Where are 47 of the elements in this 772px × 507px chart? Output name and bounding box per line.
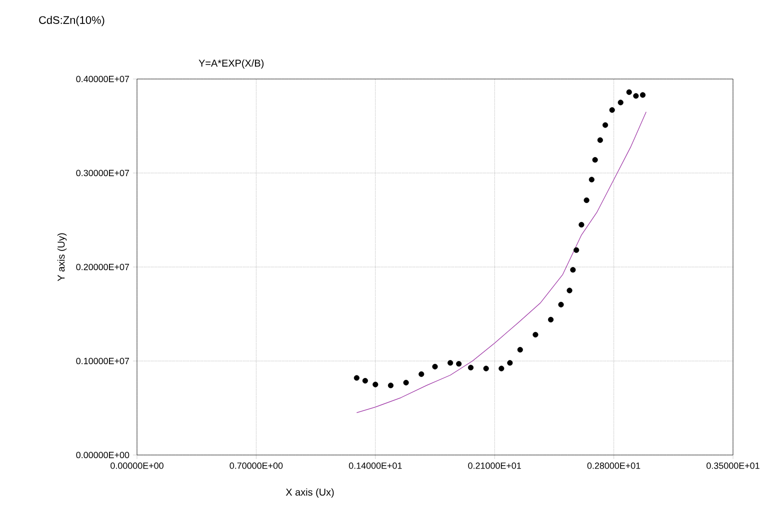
x-tick-label: 0.00000E+00: [110, 462, 164, 469]
point: [517, 346, 523, 353]
point: [588, 176, 594, 182]
point: [468, 364, 474, 370]
point: [448, 360, 454, 366]
point: [602, 122, 608, 128]
point: [633, 93, 639, 99]
point: [566, 288, 572, 294]
y-tick-label: 0.40000E+07: [76, 76, 130, 82]
y-tick-label: 0.00000E+00: [76, 452, 130, 458]
line-series: [356, 112, 646, 413]
x-tick-label: 0.28000E+01: [587, 462, 640, 469]
point: [532, 332, 538, 338]
point: [584, 197, 590, 204]
point: [618, 100, 624, 106]
point: [597, 137, 603, 143]
point: [609, 107, 615, 113]
point: [640, 92, 646, 98]
point: [418, 371, 424, 377]
x-tick-label: 0.21000E+01: [468, 462, 521, 469]
point: [372, 382, 378, 388]
x-tick-label: 0.14000E+01: [348, 462, 402, 469]
y-tick-label: 0.30000E+07: [76, 170, 130, 176]
y-tick-label: 0.10000E+07: [76, 358, 130, 364]
point: [626, 89, 632, 95]
point: [570, 267, 576, 273]
x-tick-label: 0.35000E+01: [706, 462, 760, 469]
point: [558, 302, 564, 308]
y-axis-title: Y axis (Uy): [57, 233, 67, 282]
chart-subtitle: Y=A*EXP(X/B): [198, 59, 264, 69]
point: [388, 382, 394, 388]
point: [574, 247, 580, 253]
point: [432, 364, 438, 370]
x-axis-title: X axis (Ux): [286, 488, 334, 498]
point: [592, 157, 598, 163]
x-tick-label: 0.70000E+00: [230, 462, 283, 469]
point: [507, 360, 513, 366]
point: [456, 361, 462, 367]
point: [498, 366, 504, 372]
y-tick-label: 0.20000E+07: [76, 264, 130, 270]
point: [483, 366, 489, 372]
point: [362, 378, 368, 384]
point: [354, 375, 360, 381]
point: [578, 222, 584, 228]
point: [548, 316, 554, 322]
chart-title: CdS:Zn(10%): [39, 16, 104, 26]
point: [403, 380, 409, 386]
